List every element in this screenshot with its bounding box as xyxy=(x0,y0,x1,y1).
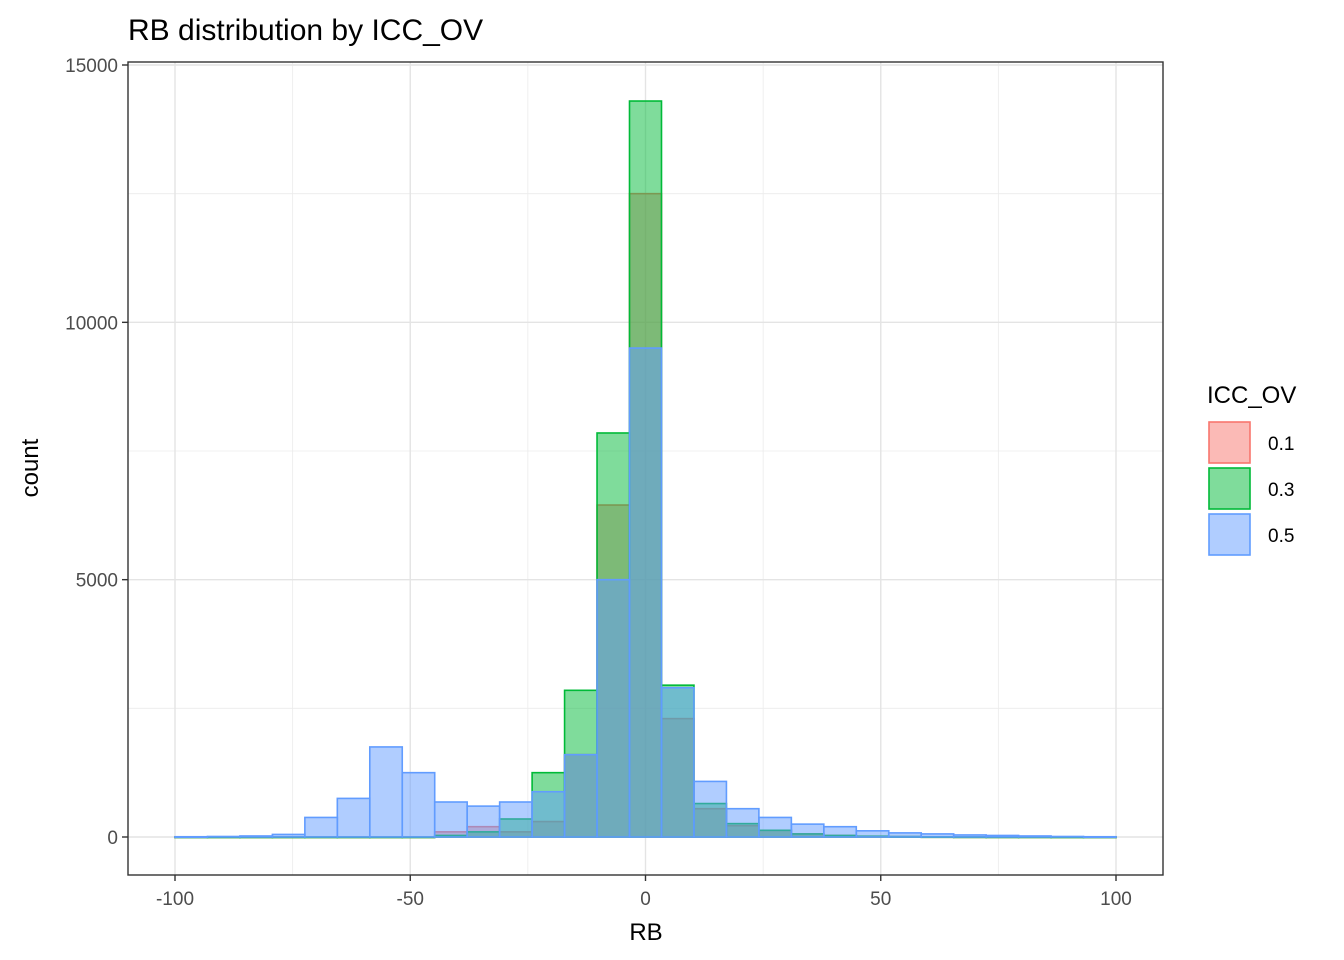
y-tick-label: 10000 xyxy=(65,313,118,334)
bar xyxy=(206,835,241,838)
legend-label: 0.1 xyxy=(1268,434,1294,455)
bar xyxy=(1082,835,1117,839)
bar xyxy=(823,825,858,838)
bar xyxy=(790,823,825,838)
legend-key-0.3 xyxy=(1208,467,1251,510)
y-tick-label: 15000 xyxy=(65,56,118,77)
bar xyxy=(271,833,306,838)
bar xyxy=(466,805,501,838)
series-0.5 xyxy=(174,347,1117,839)
bar xyxy=(174,835,209,839)
bar xyxy=(304,816,339,838)
bar xyxy=(531,790,566,838)
legend: ICC_OV 0.1 0.3 0.5 xyxy=(1207,382,1296,556)
x-tick-label: 50 xyxy=(870,889,891,910)
bar xyxy=(952,834,987,838)
legend-label: 0.3 xyxy=(1268,480,1294,501)
axis-ticks: -100 -50 0 50 100 0 5000 10000 15000 xyxy=(65,56,1132,910)
bar xyxy=(693,780,728,838)
bar xyxy=(1017,835,1052,838)
bar xyxy=(239,835,274,838)
x-tick-label: 100 xyxy=(1100,889,1132,910)
legend-key-0.5 xyxy=(1208,513,1251,556)
bar xyxy=(725,807,760,838)
bar xyxy=(855,830,890,838)
bar xyxy=(563,753,598,838)
bar xyxy=(433,801,468,838)
y-tick-label: 5000 xyxy=(76,571,118,592)
bar xyxy=(596,578,631,838)
y-tick-label: 0 xyxy=(107,828,118,849)
bar xyxy=(401,771,436,838)
bar xyxy=(628,347,663,838)
x-tick-label: -50 xyxy=(397,889,424,910)
bar xyxy=(887,832,923,838)
bar xyxy=(920,833,955,838)
histogram-bars xyxy=(174,100,1117,839)
x-tick-label: 0 xyxy=(640,889,651,910)
x-tick-label: -100 xyxy=(156,889,194,910)
bar xyxy=(368,746,404,838)
bar xyxy=(660,686,695,838)
legend-title: ICC_OV xyxy=(1207,382,1296,409)
bar xyxy=(1050,835,1085,838)
bar xyxy=(985,834,1020,838)
legend-key-0.1 xyxy=(1208,421,1251,464)
bar xyxy=(498,801,533,838)
x-axis-title: RB xyxy=(629,919,662,946)
y-axis-title: count xyxy=(17,438,44,497)
chart-title: RB distribution by ICC_OV xyxy=(128,14,483,47)
legend-label: 0.5 xyxy=(1268,526,1294,547)
bar xyxy=(758,816,793,838)
bar xyxy=(336,797,371,838)
